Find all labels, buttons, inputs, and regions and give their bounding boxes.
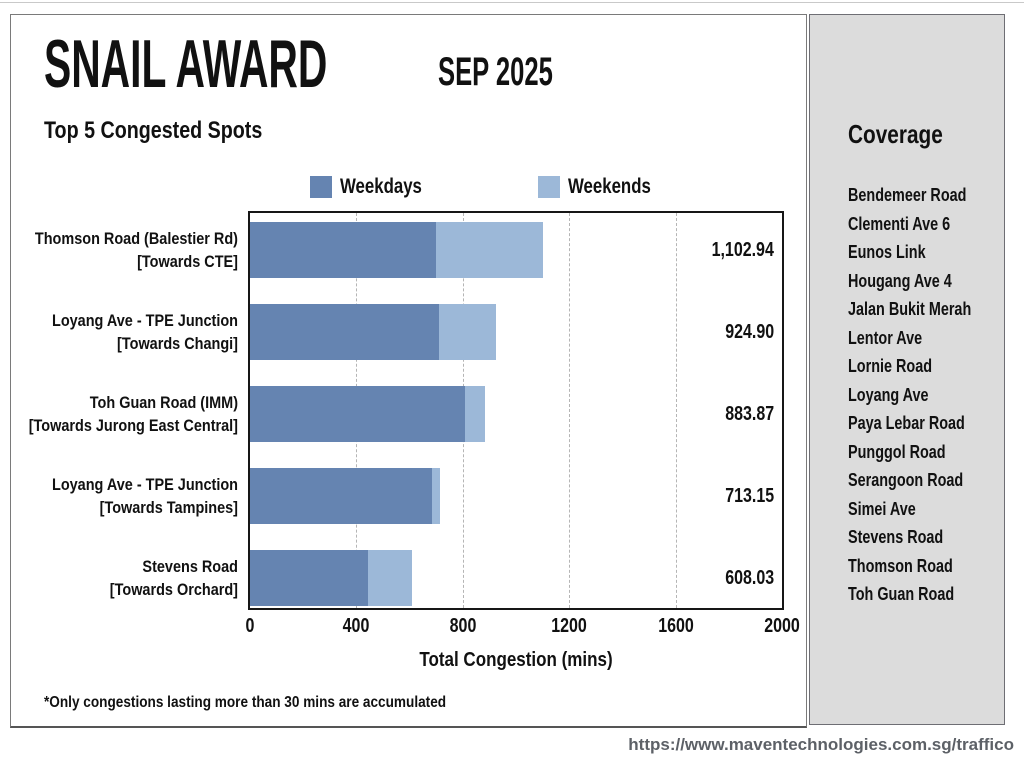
weekdays-bar-segment — [250, 222, 437, 278]
gridline — [569, 213, 571, 608]
x-tick-label: 1200 — [551, 615, 587, 637]
category-label: Toh Guan Road (IMM) [Towards Jurong East … — [29, 386, 238, 442]
coverage-title: Coverage — [848, 119, 943, 149]
weekdays-bar-segment — [250, 386, 466, 442]
category-label: Loyang Ave - TPE Junction [Towards Changi… — [44, 304, 238, 360]
category-label-line: Toh Guan Road (IMM) — [89, 393, 238, 412]
bar-value-label: 924.90 — [725, 320, 774, 343]
coverage-item: Simei Ave — [848, 498, 916, 519]
x-axis-ticks: 0 400 800 1200 1600 2000 — [246, 615, 800, 639]
coverage-item: Lentor Ave — [848, 327, 923, 348]
coverage-item: Toh Guan Road — [848, 584, 955, 604]
category-label-line: Loyang Ave - TPE Junction — [51, 475, 238, 494]
x-tick-label: 0 — [245, 615, 255, 637]
category-label: Stevens Road [Towards Orchard] — [44, 550, 238, 606]
weekends-bar-segment — [439, 304, 497, 360]
bar-row — [250, 304, 782, 360]
page-title: SNAIL AWARD — [44, 26, 328, 102]
coverage-item: Stevens Road — [848, 527, 944, 547]
category-label-line: Thomson Road (Balestier Rd) — [34, 229, 239, 248]
footnote: *Only congestions lasting more than 30 m… — [44, 694, 447, 711]
coverage-item: Hougang Ave 4 — [848, 270, 952, 291]
category-label-line: Stevens Road — [142, 557, 238, 576]
x-tick-label: 2000 — [764, 615, 800, 637]
weekends-legend-label: Weekends — [568, 175, 651, 198]
weekdays-bar-segment — [250, 550, 369, 606]
x-tick-label: 400 — [343, 615, 370, 637]
bar-row — [250, 550, 782, 606]
x-tick-label: 800 — [449, 615, 477, 637]
bar-row — [250, 386, 782, 442]
bar-row — [250, 468, 782, 524]
gridline — [675, 213, 677, 608]
category-label: Thomson Road (Balestier Rd) [Towards CTE] — [35, 222, 238, 278]
category-label-line: Loyang Ave - TPE Junction — [51, 311, 238, 330]
coverage-item: Thomson Road — [848, 555, 953, 576]
coverage-item: Clementi Ave 6 — [848, 213, 951, 234]
coverage-item: Paya Lebar Road — [848, 413, 965, 433]
coverage-item: Serangoon Road — [848, 470, 964, 490]
coverage-item: Lornie Road — [848, 356, 933, 376]
weekends-swatch — [538, 176, 560, 198]
plot-area: 1,102.94 924.90 883.87 713.15 608.03 — [248, 211, 784, 610]
bar-value-label: 1,102.94 — [711, 238, 774, 261]
bar-value-label: 883.87 — [725, 402, 774, 425]
category-label-line: [Towards CTE] — [137, 252, 238, 271]
chart-subtitle: Top 5 Congested Spots — [44, 117, 263, 144]
coverage-panel: Coverage Bendemeer Road Clementi Ave 6 Eun… — [809, 14, 1005, 725]
bar-value-label: 713.15 — [725, 484, 774, 507]
category-label-line: [Towards Orchard] — [109, 580, 239, 599]
coverage-item: Punggol Road — [848, 441, 946, 462]
category-label: Loyang Ave - TPE Junction [Towards Tampin… — [44, 468, 238, 524]
coverage-list: Bendemeer Road Clementi Ave 6 Eunos Link Ho… — [848, 181, 1002, 609]
weekdays-swatch — [310, 176, 332, 198]
report-period: SEP 2025 — [438, 50, 553, 94]
weekends-bar-segment — [368, 550, 412, 606]
x-axis-label: Total Congestion (mins) — [419, 649, 613, 671]
weekends-bar-segment — [436, 222, 544, 278]
coverage-item: Bendemeer Road — [848, 185, 967, 205]
weekends-bar-segment — [431, 468, 440, 524]
coverage-item: Loyang Ave — [848, 384, 929, 405]
bar-row — [250, 222, 782, 278]
category-label-line: [Towards Changi] — [117, 334, 238, 353]
top-divider — [0, 2, 1024, 3]
weekdays-bar-segment — [250, 304, 440, 360]
source-url: https://www.maventechnologies.com.sg/tra… — [628, 735, 1014, 754]
coverage-item: Eunos Link — [848, 242, 926, 262]
category-label-line: [Towards Jurong East Central] — [28, 416, 239, 435]
weekdays-legend-label: Weekdays — [340, 175, 422, 198]
weekends-bar-segment — [465, 386, 486, 442]
category-label-line: [Towards Tampines] — [99, 498, 238, 517]
bar-value-label: 608.03 — [725, 566, 774, 589]
x-tick-label: 1600 — [657, 615, 694, 637]
weekdays-bar-segment — [250, 468, 432, 524]
coverage-item: Jalan Bukit Merah — [848, 299, 972, 319]
category-labels: Thomson Road (Balestier Rd) [Towards CTE]… — [10, 213, 238, 608]
